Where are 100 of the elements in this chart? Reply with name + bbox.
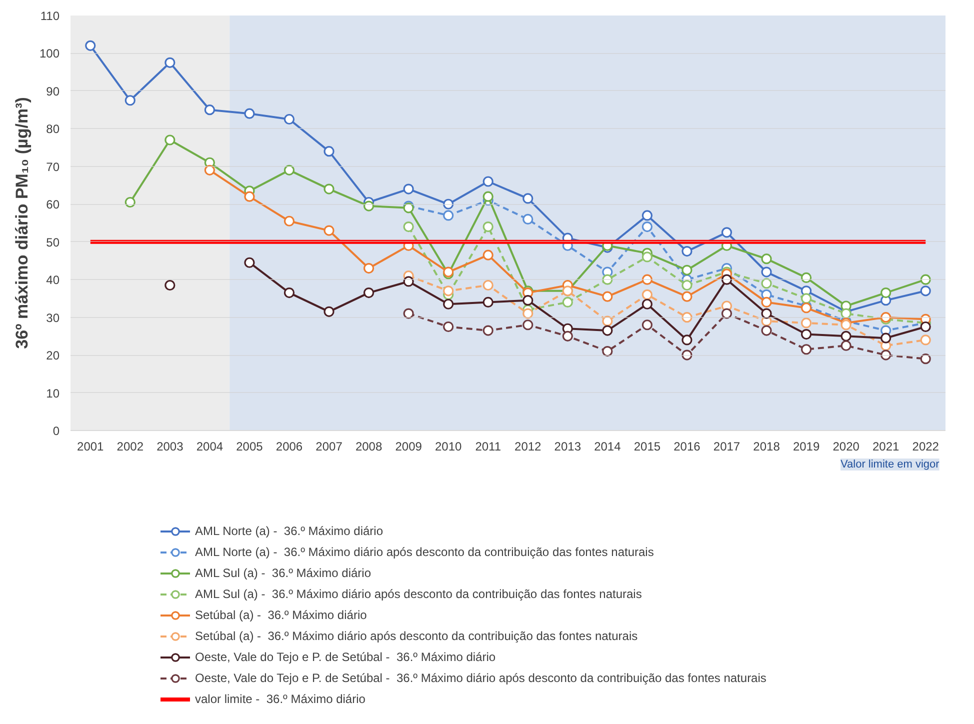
point xyxy=(642,274,653,285)
x-tick-label: 2020 xyxy=(832,440,860,454)
legend-label: Oeste, Vale do Tejo e P. de Setúbal - 36.º Máximo diário após desconto da contribuição das fontes naturais xyxy=(195,670,766,687)
point xyxy=(682,246,692,257)
point xyxy=(682,264,692,276)
point xyxy=(920,334,931,346)
point xyxy=(682,350,692,360)
x-tick-label: 2015 xyxy=(634,440,661,454)
y-tick-label: 50 xyxy=(46,235,60,250)
point xyxy=(244,191,255,202)
point xyxy=(642,252,653,262)
point xyxy=(602,325,613,336)
point xyxy=(443,198,454,210)
point xyxy=(920,274,931,285)
point xyxy=(522,295,534,306)
x-tick-label: 2018 xyxy=(753,440,780,454)
point xyxy=(482,325,494,336)
point xyxy=(403,221,414,232)
point xyxy=(482,280,494,291)
point xyxy=(800,329,812,340)
legend-label: AML Norte (a) - 36.º Máximo diário xyxy=(195,523,383,540)
point xyxy=(324,184,334,194)
point xyxy=(682,334,692,346)
point xyxy=(244,257,255,268)
point xyxy=(403,184,414,194)
point xyxy=(761,296,772,308)
point xyxy=(244,108,255,119)
point xyxy=(522,193,534,204)
point xyxy=(85,40,96,51)
point xyxy=(443,321,454,332)
point xyxy=(642,298,653,310)
y-tick-label: 80 xyxy=(46,122,60,136)
point xyxy=(562,296,573,308)
x-tick-label: 2012 xyxy=(514,440,542,454)
y-tick-label: 110 xyxy=(40,9,60,23)
point xyxy=(482,191,494,202)
point xyxy=(443,210,454,221)
point xyxy=(522,214,534,225)
point xyxy=(840,340,852,351)
point xyxy=(761,325,772,336)
y-tick-label: 60 xyxy=(46,198,60,212)
point xyxy=(482,176,494,187)
point xyxy=(562,330,573,342)
point xyxy=(800,318,812,328)
x-tick-label: 2011 xyxy=(475,440,502,454)
point xyxy=(721,308,732,319)
point xyxy=(642,210,653,221)
point xyxy=(761,308,772,319)
point xyxy=(761,254,772,264)
point xyxy=(324,225,334,236)
point xyxy=(443,298,454,310)
point xyxy=(800,272,812,283)
x-tick-label: 2017 xyxy=(713,440,740,454)
point xyxy=(363,288,374,298)
point xyxy=(124,196,136,208)
x-tick-label: 2008 xyxy=(355,440,382,454)
point xyxy=(642,289,653,300)
y-tick-label: 20 xyxy=(46,348,60,363)
x-tick-label: 2016 xyxy=(674,440,701,454)
point xyxy=(761,266,772,278)
x-tick-label: 2001 xyxy=(77,440,104,454)
point xyxy=(602,316,613,326)
point xyxy=(522,320,534,330)
x-tick-label: 2005 xyxy=(236,440,264,454)
point xyxy=(522,308,534,319)
x-tick-label: 2022 xyxy=(912,440,940,454)
y-tick-label: 30 xyxy=(46,310,60,325)
x-tick-label: 2007 xyxy=(316,440,343,454)
point xyxy=(800,344,812,355)
point xyxy=(920,286,931,296)
y-axis-title: 36º máximo diário PM₁₀ (µg/m³) xyxy=(12,97,32,349)
point xyxy=(920,321,931,332)
y-tick-label: 100 xyxy=(39,46,60,61)
point xyxy=(204,164,216,176)
x-tick-label: 2014 xyxy=(594,440,622,454)
point xyxy=(800,293,812,304)
point xyxy=(482,250,494,260)
x-tick-label: 2003 xyxy=(156,440,184,454)
point xyxy=(880,332,892,344)
legend-label: valor limite - 36.º Máximo diário xyxy=(195,691,366,708)
point xyxy=(363,262,374,274)
point xyxy=(880,350,892,360)
legend-label: Oeste, Vale do Tejo e P. de Setúbal - 36.º Máximo diário xyxy=(195,649,496,666)
x-tick-label: 2004 xyxy=(196,440,224,454)
y-tick-label: 40 xyxy=(46,273,60,288)
x-tick-label: 2010 xyxy=(434,440,462,454)
point xyxy=(124,95,136,106)
point xyxy=(602,274,613,285)
point xyxy=(602,346,613,357)
x-tick-label: 2006 xyxy=(276,440,303,454)
y-tick-label: 0 xyxy=(52,424,60,438)
point xyxy=(721,274,732,285)
point xyxy=(721,227,732,238)
x-tick-label: 2009 xyxy=(395,440,422,454)
point xyxy=(642,320,653,330)
legend-label: AML Norte (a) - 36.º Máximo diário após desconto da contribuição das fontes naturais xyxy=(195,544,654,561)
point xyxy=(761,278,772,289)
y-tick-label: 10 xyxy=(46,386,60,400)
point xyxy=(204,104,216,116)
x-tick-label: 2019 xyxy=(792,440,820,454)
